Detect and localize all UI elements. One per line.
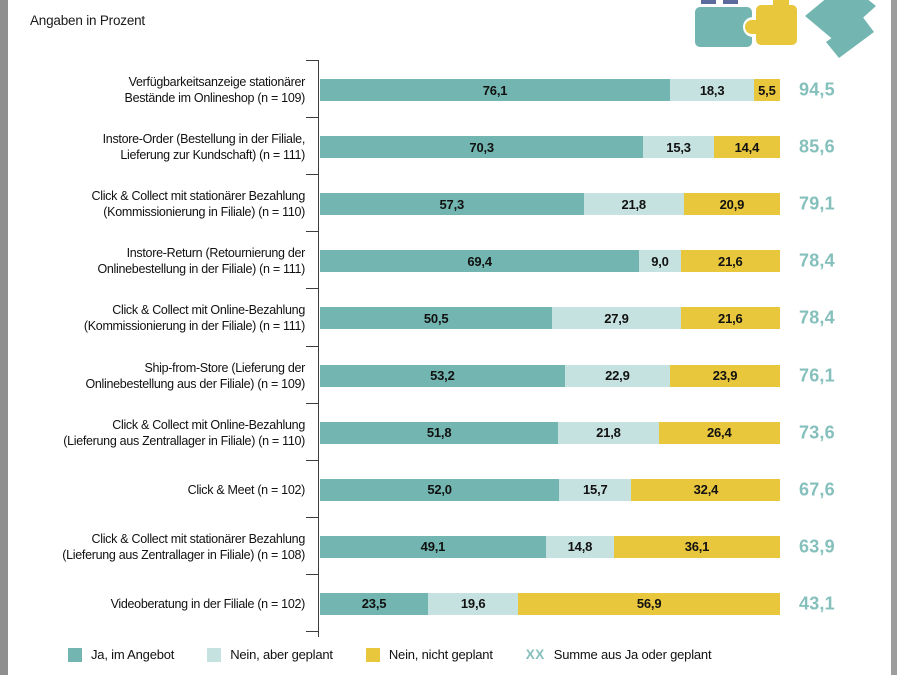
- axis-tick: [306, 345, 319, 347]
- axis-tick: [306, 288, 319, 290]
- bar-segment-geplant: 19,6: [428, 592, 519, 615]
- page-edge-right: [891, 0, 897, 675]
- bar-segment-geplant: 15,3: [643, 136, 714, 159]
- sum-value: 79,1: [799, 193, 835, 214]
- category-label: Click & Collect mit stationärer Bezahlun…: [62, 531, 305, 562]
- bar-segment-nicht-geplant: 23,9: [670, 364, 780, 387]
- puzzle-pieces-icon: [695, 0, 876, 58]
- legend-label: Nein, nicht geplant: [388, 647, 493, 662]
- hand-illustration-icon: [805, 0, 876, 58]
- sum-value: 78,4: [799, 307, 835, 328]
- category-label: Click & Collect mit Online-Bezahlung (Kom…: [83, 303, 305, 334]
- sum-value: 94,5: [799, 79, 835, 100]
- sum-value: 76,1: [799, 365, 835, 385]
- page-edge-left: [0, 0, 8, 675]
- legend-label: Summe aus Ja oder geplant: [553, 647, 712, 662]
- bar-segment-nicht-geplant: 26,4: [658, 421, 780, 444]
- category-label: Ship-from-Store (Lieferung der Onlinebest…: [85, 360, 305, 391]
- legend-item: Nein, nicht geplant: [365, 647, 493, 662]
- bar-segment-ja: 49,1: [320, 535, 546, 558]
- bar-segment-ja: 52,0: [320, 478, 560, 501]
- axis-tick: [306, 117, 319, 119]
- axis-tick: [306, 459, 319, 461]
- category-label: Instore-Order (Bestellung in der Filiale…: [102, 132, 306, 163]
- bar-segment-geplant: 14,8: [545, 535, 614, 558]
- category-label: Click & Collect mit stationärer Bezahlun…: [91, 189, 306, 220]
- axis-tick: [306, 573, 319, 575]
- category-label: Click & Meet (n = 102): [187, 482, 306, 497]
- category-label: Videoberatung in der Filiale (n = 102): [110, 596, 306, 611]
- bar-segment-geplant: 9,0: [639, 250, 681, 273]
- bar-segment-nicht-geplant: 36,1: [613, 535, 780, 558]
- legend-item: Ja, im Angebot: [68, 647, 174, 662]
- category-axis: [318, 60, 319, 637]
- axis-tick: [306, 631, 319, 632]
- category-label: Instore-Return (Retournierung der Onlineb…: [97, 246, 305, 277]
- bar-segment-nicht-geplant: 21,6: [680, 250, 780, 273]
- sum-value: 85,6: [799, 136, 835, 157]
- axis-tick: [306, 231, 319, 233]
- axis-tick: [306, 174, 319, 176]
- bar-segment-ja: 69,4: [320, 250, 640, 273]
- decorative-icons: [690, 0, 880, 66]
- bar-segment-geplant: 18,3: [670, 79, 755, 101]
- legend-item: Nein, aber geplant: [207, 647, 333, 662]
- bar-segment-geplant: 27,9: [552, 307, 681, 330]
- legend-label: Nein, aber geplant: [230, 647, 333, 662]
- yellow-swatch: [365, 647, 380, 662]
- sum-value: 67,6: [799, 479, 835, 500]
- bar-segment-ja: 53,2: [320, 364, 565, 387]
- bar-segment-nicht-geplant: 5,5: [754, 79, 780, 101]
- legend-item: XX Summe aus Ja oder geplant: [526, 647, 712, 662]
- bar-segment-geplant: 22,9: [564, 364, 671, 387]
- axis-tick: [306, 402, 319, 404]
- bar-segment-ja: 51,8: [320, 421, 559, 444]
- bar-segment-geplant: 21,8: [558, 421, 659, 444]
- bar-segment-nicht-geplant: 20,9: [683, 193, 780, 216]
- sum-value: 78,4: [799, 250, 835, 271]
- axis-tick: [306, 516, 319, 518]
- sum-value: 63,9: [799, 536, 835, 557]
- bar-segment-nicht-geplant: 21,6: [680, 307, 780, 330]
- bar-segment-ja: 76,1: [320, 79, 671, 101]
- bar-segment-ja: 70,3: [320, 136, 644, 159]
- category-label: Click & Collect mit Online-Bezahlung (Lie…: [63, 417, 305, 448]
- sum-value: 73,6: [799, 422, 835, 443]
- bar-segment-ja: 57,3: [320, 193, 584, 216]
- legend-label: Ja, im Angebot: [91, 647, 175, 662]
- bar-segment-nicht-geplant: 56,9: [518, 592, 780, 615]
- bar-segment-ja: 23,5: [320, 592, 429, 615]
- xx-sum-symbol: XX: [525, 647, 545, 662]
- bar-segment-nicht-geplant: 32,4: [631, 478, 781, 501]
- axis-tick: [306, 60, 319, 61]
- teal-swatch: [68, 647, 82, 662]
- category-label: Verfügbarkeitsanzeige stationärer Beständ…: [124, 75, 306, 105]
- bar-segment-ja: 50,5: [320, 307, 553, 330]
- bar-segment-geplant: 15,7: [559, 478, 632, 501]
- bar-segment-geplant: 21,8: [583, 193, 684, 216]
- sum-value: 43,1: [799, 593, 835, 614]
- light-teal-swatch: [207, 647, 222, 662]
- chart-legend: Ja, im Angebot Nein, aber geplant Nein, ni…: [68, 647, 858, 662]
- bar-segment-nicht-geplant: 14,4: [713, 136, 780, 159]
- chart-subtitle: Angaben in Prozent: [30, 13, 145, 28]
